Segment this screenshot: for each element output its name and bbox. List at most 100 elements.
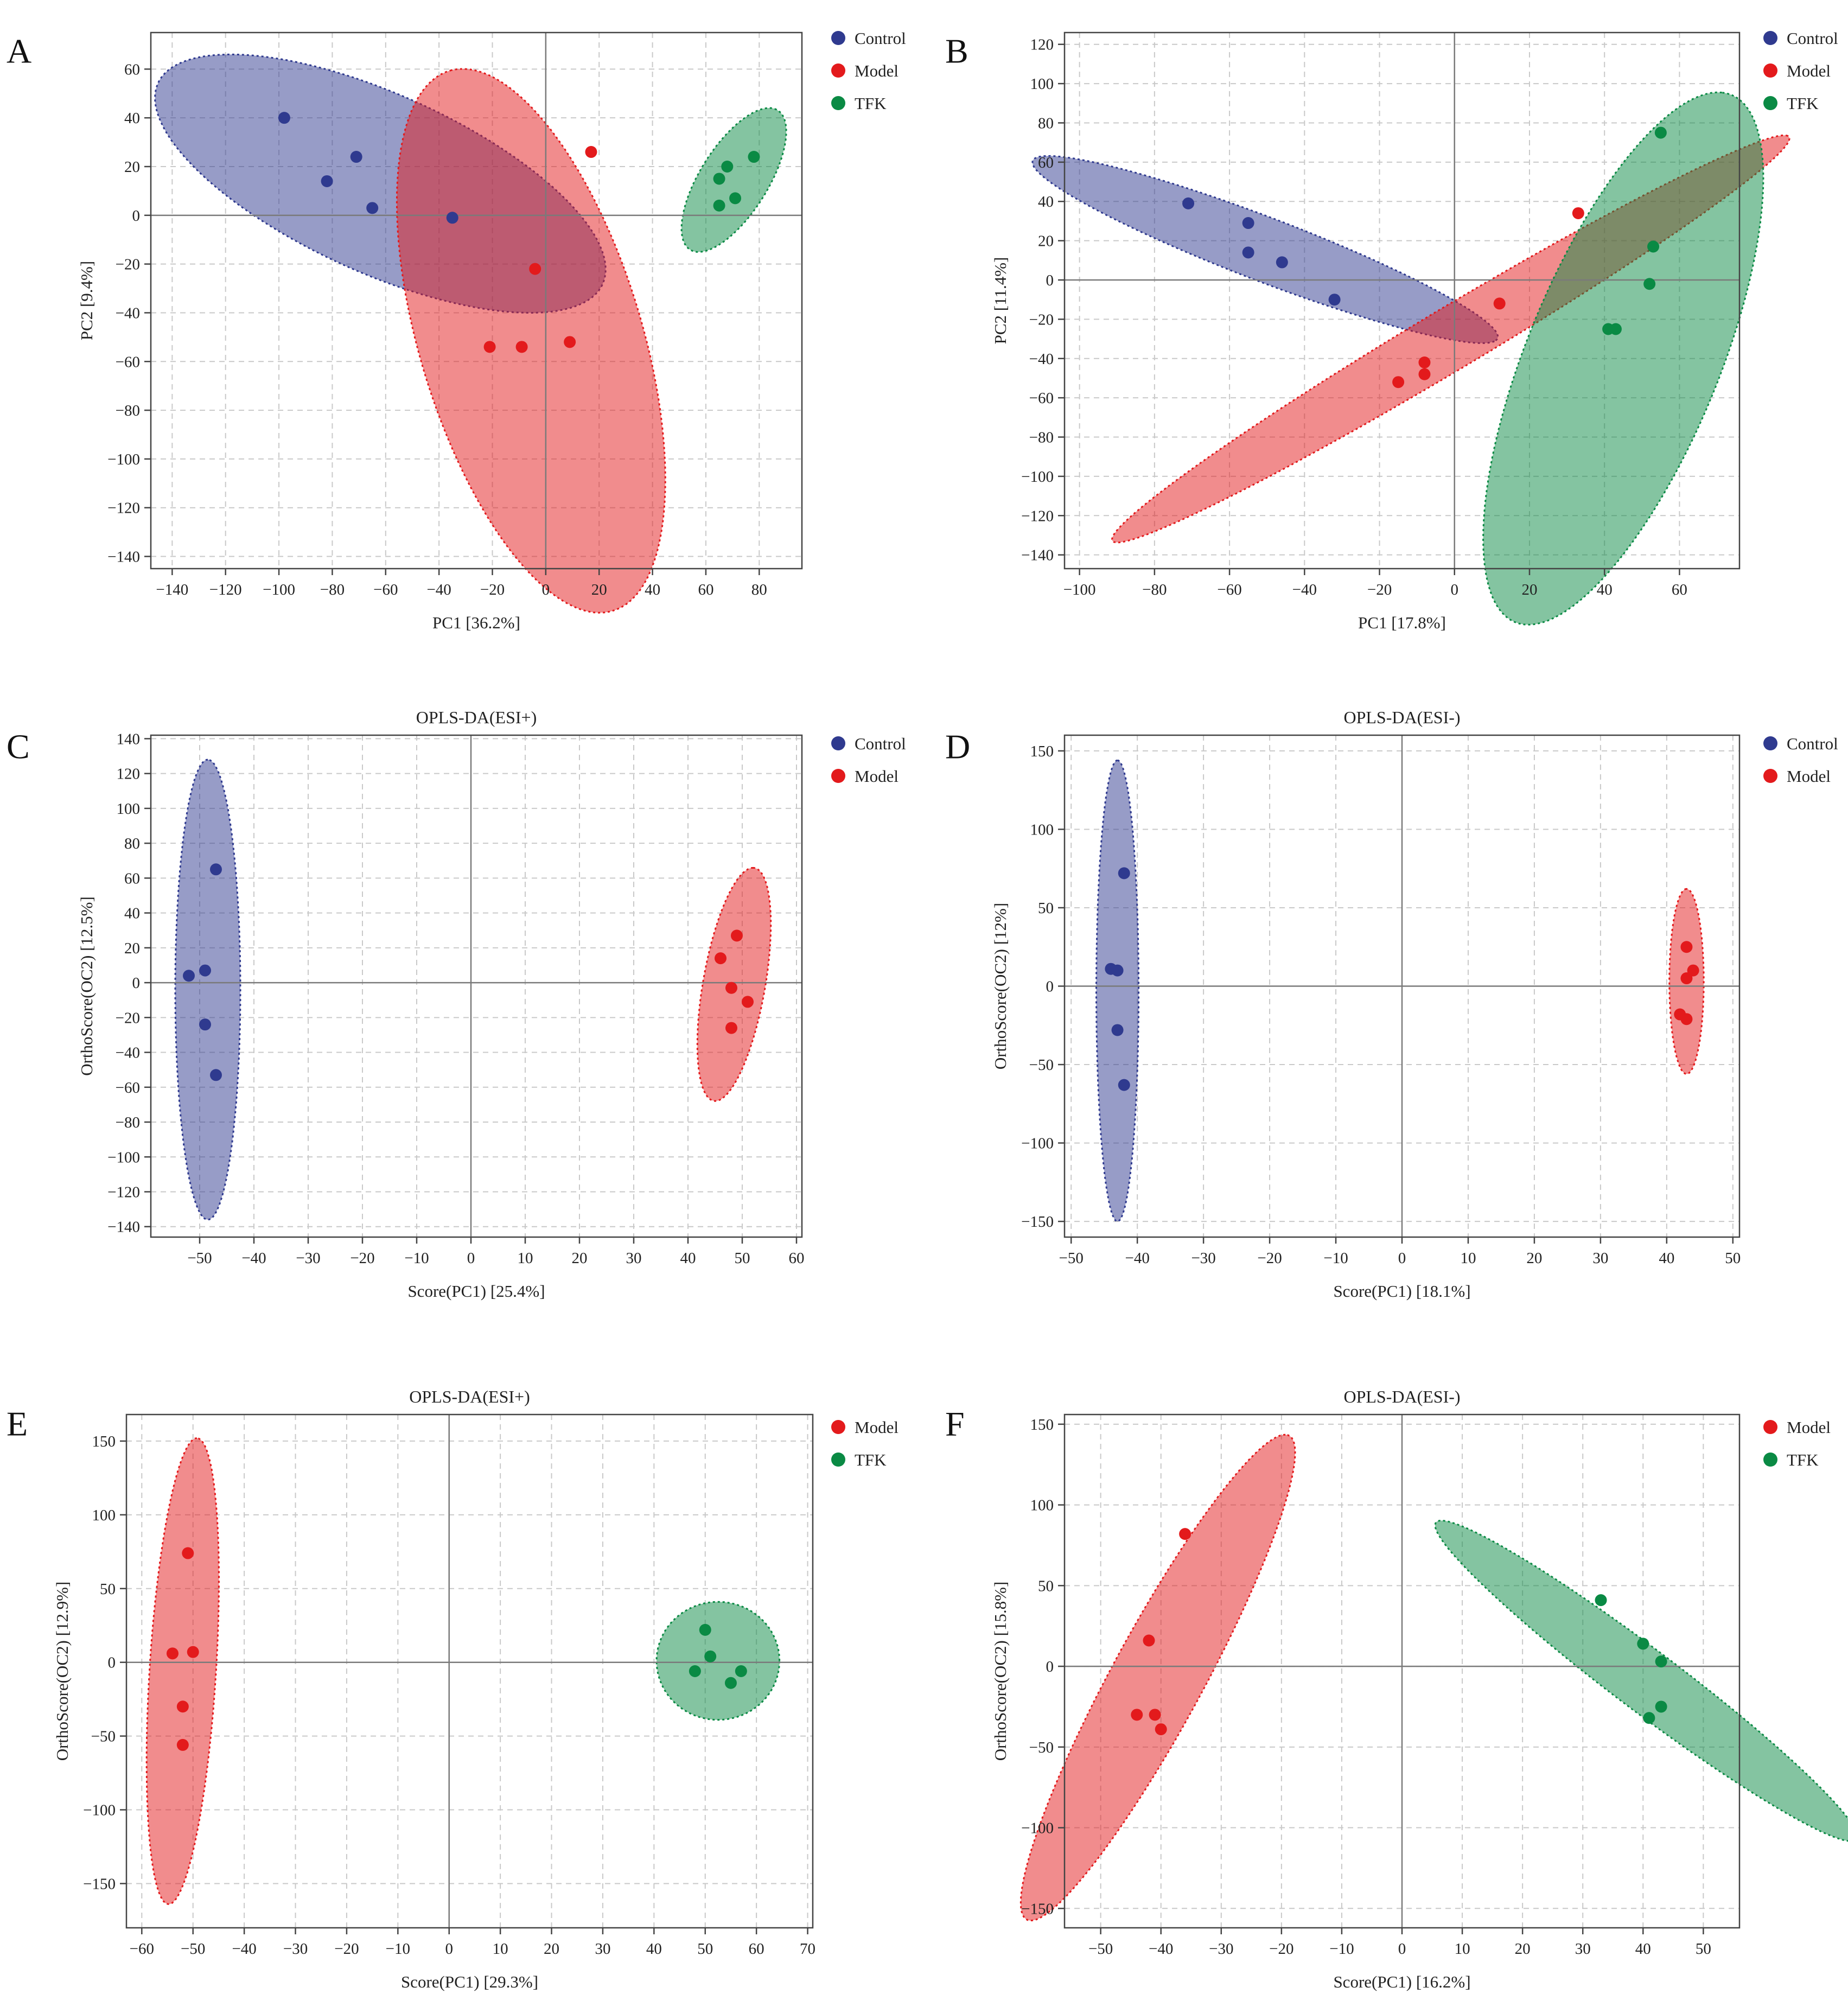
x-tick-label: −40: [241, 1250, 266, 1267]
y-tick-label: 150: [92, 1433, 116, 1450]
y-tick-label: 0: [108, 1654, 116, 1672]
y-tick-label: 20: [1038, 233, 1054, 250]
x-tick-label: 10: [518, 1250, 533, 1267]
data-point-control: [1182, 197, 1195, 209]
x-tick-label: −40: [1292, 581, 1317, 598]
y-tick-label: −100: [83, 1802, 116, 1819]
data-point-tfk: [1655, 1700, 1667, 1713]
legend-marker-control: [1763, 31, 1777, 45]
y-tick-label: −120: [107, 1183, 140, 1201]
legend: Model TFK: [1763, 1418, 1831, 1469]
legend-label-model: Model: [1787, 767, 1831, 786]
y-axis-label: OrthoScore(OC2) [12.9%]: [53, 1582, 72, 1761]
x-axis-label: Score(PC1) [18.1%]: [1333, 1282, 1470, 1301]
data-point-control: [1242, 246, 1254, 259]
legend-label-model: Model: [855, 61, 898, 80]
y-tick-label: 0: [1046, 272, 1054, 289]
data-point-tfk: [713, 173, 725, 185]
data-point-model: [725, 1022, 737, 1034]
data-point-control: [1118, 1079, 1130, 1091]
legend-label-control: Control: [1787, 734, 1838, 753]
data-point-tfk: [704, 1650, 717, 1662]
data-point-tfk: [1609, 323, 1622, 335]
x-tick-label: −10: [386, 1940, 410, 1958]
x-tick-label: 20: [1515, 1940, 1531, 1958]
x-tick-label: 10: [1460, 1250, 1476, 1267]
y-tick-label: −100: [1021, 1135, 1054, 1152]
legend: Control Model TFK: [1763, 29, 1838, 113]
legend-marker-tfk: [1763, 1453, 1777, 1467]
legend: Control Model: [831, 734, 906, 786]
x-tick-label: −30: [1209, 1940, 1233, 1958]
legend-marker-tfk: [1763, 96, 1777, 110]
data-point-tfk: [1643, 1712, 1655, 1724]
y-axis-label: PC2 [9.4%]: [77, 261, 96, 340]
x-tick-label: 0: [467, 1250, 475, 1267]
data-point-tfk: [735, 1665, 747, 1677]
x-tick-label: −20: [350, 1250, 374, 1267]
legend-label-tfk: TFK: [1787, 1450, 1819, 1469]
data-point-model: [1680, 1013, 1693, 1025]
x-tick-label: 60: [1672, 581, 1687, 598]
x-tick-label: 60: [749, 1940, 764, 1958]
y-tick-label: −140: [107, 1219, 140, 1236]
data-point-tfk: [1654, 126, 1667, 139]
y-tick-label: 120: [1030, 36, 1054, 54]
confidence-ellipse-control: [174, 759, 241, 1221]
y-tick-label: −100: [1021, 468, 1054, 486]
y-tick-label: 140: [117, 730, 141, 748]
chart-title: OPLS-DA(ESI-): [1343, 1387, 1460, 1406]
legend: Model TFK: [831, 1418, 898, 1469]
x-tick-label: 20: [544, 1940, 559, 1958]
legend-marker-model: [1763, 1420, 1777, 1434]
x-tick-label: 40: [1597, 581, 1613, 598]
data-point-tfk: [748, 151, 760, 163]
y-axis-label: OrthoScore(OC2) [12%]: [991, 903, 1010, 1069]
data-point-model: [1149, 1709, 1161, 1721]
data-point-tfk: [724, 1677, 737, 1689]
y-tick-label: 40: [124, 905, 140, 922]
data-point-model: [529, 263, 541, 275]
panel-letter: D: [945, 728, 970, 766]
data-point-control: [1242, 217, 1254, 230]
y-tick-label: −140: [107, 549, 140, 566]
x-tick-label: 50: [1696, 1940, 1711, 1958]
y-tick-label: 60: [124, 870, 140, 887]
y-tick-label: 0: [1046, 978, 1054, 996]
plot-frame: [1063, 31, 1741, 570]
legend-marker-model: [831, 1420, 845, 1434]
y-tick-label: 40: [1038, 193, 1054, 211]
data-point-model: [564, 336, 576, 348]
plot-frame: [150, 734, 803, 1238]
x-axis-label: Score(PC1) [16.2%]: [1333, 1972, 1470, 1991]
y-tick-label: −60: [116, 353, 140, 371]
panel-letter: B: [945, 32, 968, 71]
y-tick-label: 100: [1030, 75, 1054, 93]
data-point-model: [1155, 1723, 1167, 1736]
data-point-control: [199, 1018, 211, 1031]
x-tick-label: 70: [800, 1940, 815, 1958]
y-tick-label: −80: [116, 402, 140, 419]
legend-label-tfk: TFK: [1787, 94, 1819, 113]
x-tick-label: 0: [1451, 581, 1459, 598]
chart-title: OPLS-DA(ESI+): [416, 708, 537, 727]
data-point-tfk: [1643, 278, 1656, 290]
legend-marker-model: [831, 63, 845, 78]
data-point-model: [176, 1700, 189, 1713]
x-tick-label: 0: [445, 1940, 453, 1958]
data-point-model: [1131, 1709, 1143, 1721]
legend-marker-control: [1763, 736, 1777, 750]
data-point-control: [1276, 256, 1288, 269]
x-tick-label: 40: [680, 1250, 696, 1267]
data-point-tfk: [1655, 1655, 1667, 1668]
x-tick-label: −20: [334, 1940, 359, 1958]
data-point-model: [1418, 356, 1431, 368]
y-tick-label: 100: [92, 1507, 116, 1524]
x-tick-label: 60: [698, 581, 713, 598]
y-tick-label: −40: [116, 1044, 140, 1062]
x-tick-label: 0: [542, 581, 550, 598]
y-tick-label: 20: [124, 158, 140, 176]
data-point-model: [515, 341, 528, 353]
